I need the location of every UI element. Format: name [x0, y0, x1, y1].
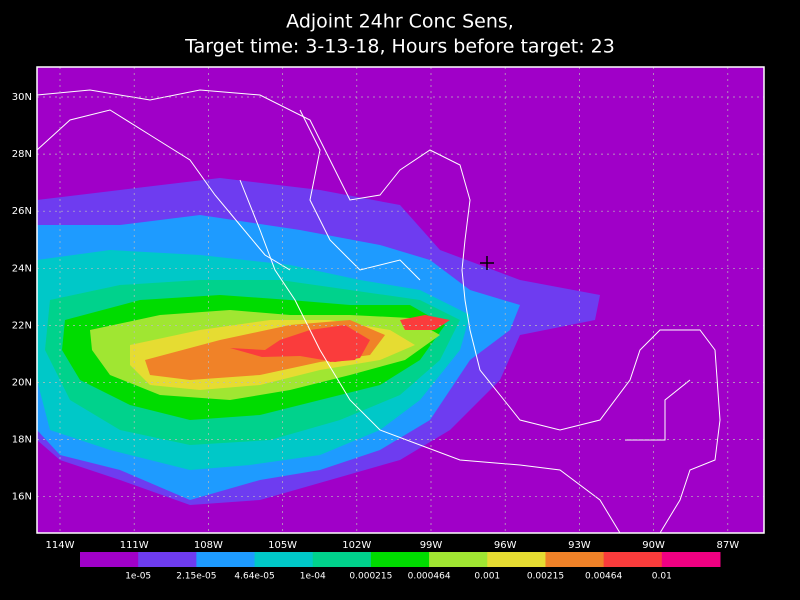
colorbar-label: 0.00215	[527, 572, 564, 582]
colorbar-label: 1e-05	[125, 572, 151, 582]
colorbar-swatch	[545, 552, 605, 567]
lat-label: 20N	[12, 378, 32, 389]
colorbar-swatch	[196, 552, 256, 567]
plot-area	[37, 67, 764, 533]
lon-label: 114W	[46, 540, 75, 551]
lon-label: 93W	[568, 540, 591, 551]
colorbar-swatch	[603, 552, 663, 567]
colorbar-swatch	[312, 552, 372, 567]
colorbar-label: 0.00464	[585, 572, 622, 582]
lat-label: 18N	[12, 435, 32, 446]
lon-label: 111W	[120, 540, 149, 551]
lat-label: 22N	[12, 320, 32, 331]
colorbar: 1e-05 2.15e-05 4.64e-05 1e-04 0.000215 0.0004…	[80, 552, 721, 582]
colorbar-label: 0.000464	[408, 572, 451, 582]
colorbar-swatch	[254, 552, 314, 567]
colorbar-swatch	[138, 552, 197, 567]
coastlines	[36, 89, 721, 534]
colorbar-swatch	[80, 552, 139, 567]
lon-label: 105W	[268, 540, 297, 551]
lon-label: 87W	[716, 540, 739, 551]
contour-region	[400, 315, 450, 330]
colorbar-label: 0.01	[652, 572, 672, 582]
plot-frame	[36, 66, 765, 534]
colorbar-label: 1e-04	[300, 572, 326, 582]
contour-region	[310, 330, 365, 362]
lon-label: 96W	[494, 540, 517, 551]
lon-label: 99W	[420, 540, 443, 551]
colorbar-label: 0.000215	[349, 572, 392, 582]
colorbar-label: 0.001	[474, 572, 500, 582]
border	[299, 109, 421, 281]
coastline	[36, 109, 291, 271]
lat-label: 30N	[12, 92, 32, 103]
colorbar-swatch	[661, 552, 721, 567]
colorbar-swatch	[370, 552, 430, 567]
lat-label: 26N	[12, 206, 32, 217]
colorbar-label: 2.15e-05	[176, 572, 216, 582]
graticule	[37, 67, 764, 533]
coastline	[239, 179, 621, 534]
title-line: Adjoint 24hr Conc Sens,	[286, 11, 514, 33]
lat-label: 16N	[12, 492, 32, 503]
lon-label: 90W	[642, 540, 665, 551]
lon-label: 102W	[342, 540, 371, 551]
colorbar-label: 4.64e-05	[234, 572, 274, 582]
border	[625, 379, 691, 441]
lat-label: 24N	[12, 263, 32, 274]
colorbar-swatch	[487, 552, 546, 567]
coastline	[36, 89, 721, 534]
target-marker	[480, 256, 494, 270]
lat-label: 28N	[12, 149, 32, 160]
colorbar-swatch	[429, 552, 488, 567]
title-line: Target time: 3-13-18, Hours before targe…	[184, 36, 615, 58]
lon-label: 108W	[194, 540, 223, 551]
